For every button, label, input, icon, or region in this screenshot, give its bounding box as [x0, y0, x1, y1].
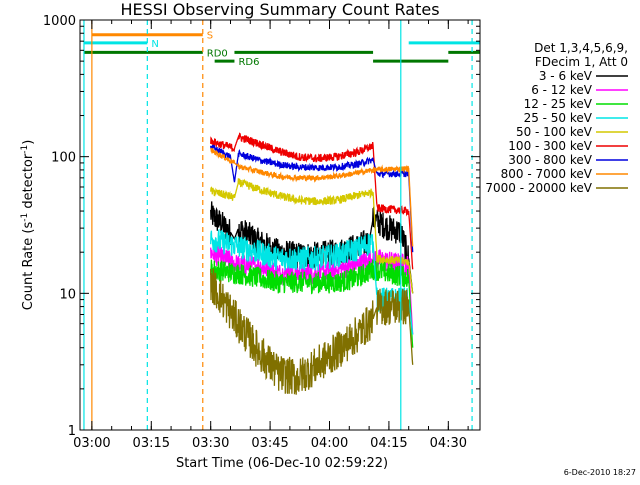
y-axis: 1 10 100 1000	[43, 14, 480, 439]
x-tick-label: 03:30	[192, 436, 229, 451]
flag-label: RD6	[238, 57, 259, 68]
legend-header-2: FDecim 1, Att 0	[535, 55, 628, 69]
legend-entry-label: 100 - 300 keV	[508, 139, 592, 153]
plot-frame	[79, 19, 481, 431]
y-axis-label: Count Rate (s-1 detector-1)	[20, 140, 36, 311]
series-line-6	[210, 132, 414, 270]
legend-entry-label: 300 - 800 keV	[508, 153, 592, 167]
y-tick-label: 1000	[43, 14, 76, 29]
x-tick-label: 03:00	[73, 436, 110, 451]
x-axis-label: Start Time (06-Dec-10 02:59:22)	[176, 456, 388, 471]
legend-entry-label: 800 - 7000 keV	[501, 167, 593, 181]
series-line-8	[210, 147, 414, 247]
flag-label: N	[151, 39, 158, 50]
series-line-9	[210, 268, 414, 395]
y-axis-label-end: )	[21, 140, 36, 145]
date-stamp: 6-Dec-2010 18:27	[564, 468, 636, 477]
x-tick-label: 03:45	[251, 436, 288, 451]
series-line-5	[210, 178, 414, 294]
legend-entry-label: 50 - 100 keV	[516, 125, 593, 139]
flag-label: RD0	[207, 48, 228, 59]
x-tick-label: 04:15	[370, 436, 407, 451]
y-axis-label-sup1: -1	[20, 213, 30, 222]
legend-entry-label: 7000 - 20000 keV	[485, 181, 592, 195]
legend-entry-label: 6 - 12 keV	[531, 83, 593, 97]
x-tick-label: 04:30	[430, 436, 467, 451]
y-axis-label-sup2: -1	[20, 145, 30, 154]
y-axis-label-main: Count Rate (s	[21, 222, 36, 311]
y-tick-label: 1	[68, 424, 76, 439]
flag-label: S	[207, 31, 213, 42]
y-tick-label: 10	[59, 287, 76, 302]
legend-header-1: Det 1,3,4,5,6,9,	[534, 41, 628, 55]
series-line-3	[210, 259, 414, 348]
series-line-2	[210, 243, 414, 335]
y-tick-label: 100	[51, 151, 76, 166]
legend-entry-label: 25 - 50 keV	[524, 111, 593, 125]
series-group	[210, 132, 414, 395]
flag-lines-group: S N RD0 RD6	[83, 31, 480, 68]
chart-title: HESSI Observing Summary Count Rates	[120, 0, 439, 19]
x-tick-label: 04:00	[311, 436, 348, 451]
vertical-markers-group	[83, 20, 473, 430]
legend-entry-label: 3 - 6 keV	[539, 69, 593, 83]
x-tick-label: 03:15	[133, 436, 170, 451]
legend-entry-label: 12 - 25 keV	[524, 97, 593, 111]
y-axis-label-mid: detector	[21, 153, 36, 213]
x-axis: 03:00 03:15 03:30 03:45 04:00 04:15 04:30	[73, 20, 469, 451]
series-line-7	[210, 144, 414, 253]
legend: Det 1,3,4,5,6,9, FDecim 1, Att 0 3 - 6 k…	[485, 41, 628, 195]
